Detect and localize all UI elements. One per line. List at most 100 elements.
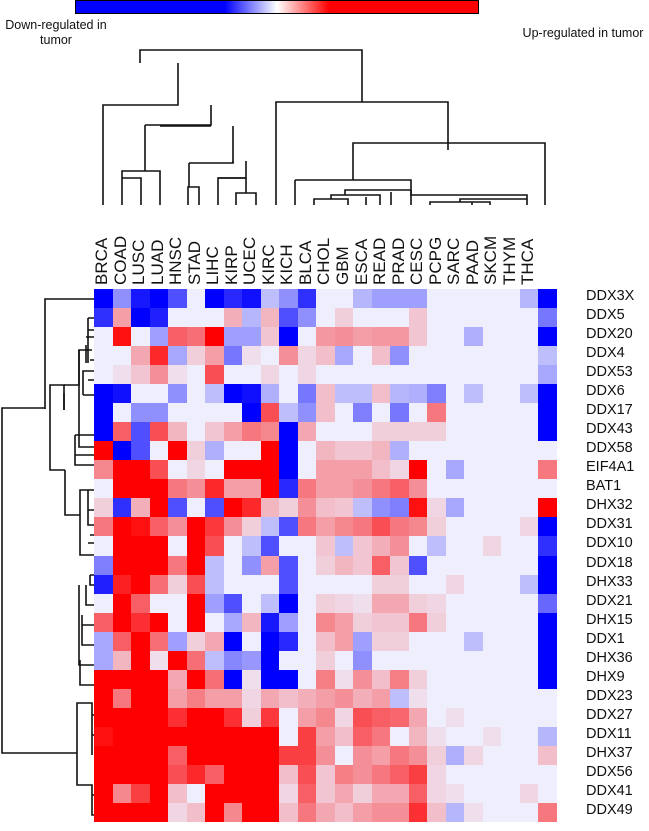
heatmap-cell xyxy=(168,764,187,784)
heatmap-cell xyxy=(353,289,372,309)
heatmap-cell xyxy=(131,802,150,822)
heatmap-cell xyxy=(149,745,169,765)
column-label-text: CESC xyxy=(407,237,427,285)
heatmap-cell xyxy=(390,707,409,727)
heatmap-cell xyxy=(242,669,261,689)
heatmap-cell xyxy=(186,707,206,727)
heatmap-cell xyxy=(242,631,261,651)
heatmap-cell xyxy=(279,384,298,404)
heatmap-cell xyxy=(390,802,409,822)
heatmap-cell xyxy=(94,384,113,404)
heatmap-cell xyxy=(390,498,409,518)
heatmap-cell xyxy=(316,650,335,670)
heatmap-cell xyxy=(464,479,483,499)
heatmap-cell xyxy=(279,555,298,575)
heatmap-cell xyxy=(205,479,224,499)
column-label: GBM xyxy=(333,205,354,285)
heatmap-cell xyxy=(445,422,465,442)
heatmap-cell xyxy=(408,669,428,689)
heatmap-cell xyxy=(316,574,335,594)
heatmap-cell xyxy=(149,517,169,537)
heatmap-cell xyxy=(371,460,391,480)
heatmap-cell xyxy=(482,612,502,632)
heatmap-cell xyxy=(205,593,224,613)
column-label: READ xyxy=(370,205,391,285)
heatmap-cell xyxy=(353,460,372,480)
heatmap-cell xyxy=(131,631,150,651)
heatmap-cell xyxy=(445,650,465,670)
heatmap-cell xyxy=(482,441,502,461)
heatmap-cell xyxy=(316,403,335,423)
heatmap-cell xyxy=(279,745,298,765)
heatmap-cell xyxy=(279,631,298,651)
heatmap-cell xyxy=(297,726,317,746)
heatmap-cell xyxy=(131,308,150,328)
column-label-text: THCA xyxy=(518,238,538,285)
heatmap-cell xyxy=(501,555,520,575)
heatmap-cell xyxy=(297,365,317,385)
heatmap-cell xyxy=(205,536,224,556)
heatmap-cell xyxy=(334,802,354,822)
column-label: CHOL xyxy=(314,205,335,285)
heatmap-cell xyxy=(408,327,428,347)
heatmap-cell xyxy=(501,745,520,765)
heatmap-cell xyxy=(464,517,483,537)
heatmap-cell xyxy=(464,669,483,689)
row-label: EIF4A1 xyxy=(586,459,635,476)
heatmap-cell xyxy=(131,612,150,632)
heatmap-cell xyxy=(501,536,520,556)
heatmap-cell xyxy=(408,517,428,537)
heatmap-cell xyxy=(482,764,502,784)
heatmap-cell xyxy=(205,498,224,518)
heatmap-cell xyxy=(334,631,354,651)
heatmap-cell xyxy=(186,327,206,347)
heatmap-cell xyxy=(316,688,335,708)
column-label: LUSC xyxy=(129,205,150,285)
column-dendrogram xyxy=(102,49,546,205)
heatmap-cell xyxy=(279,441,298,461)
heatmap-cell xyxy=(408,783,428,803)
heatmap-cell xyxy=(408,802,428,822)
heatmap-cell xyxy=(334,764,354,784)
heatmap-cell xyxy=(464,688,483,708)
heatmap-cell xyxy=(168,422,187,442)
heatmap-cell xyxy=(538,707,557,727)
column-label-text: KICH xyxy=(277,244,297,285)
column-label-text: GBM xyxy=(333,246,352,285)
heatmap-cell xyxy=(464,460,483,480)
heatmap-cell xyxy=(297,422,317,442)
heatmap-cell xyxy=(501,688,520,708)
heatmap-cell xyxy=(445,745,465,765)
heatmap-cell xyxy=(260,783,280,803)
heatmap-cell xyxy=(205,555,224,575)
heatmap-cell xyxy=(538,574,557,594)
heatmap-cell xyxy=(260,441,280,461)
row-label: DDX41 xyxy=(586,782,633,799)
heatmap-cell xyxy=(538,650,557,670)
heatmap-cell xyxy=(464,555,483,575)
heatmap-cell xyxy=(131,479,150,499)
heatmap-cell xyxy=(427,327,446,347)
row-label: DDX5 xyxy=(586,307,625,324)
row-label: BAT1 xyxy=(586,478,622,495)
heatmap-cell xyxy=(112,802,132,822)
heatmap-cell xyxy=(297,612,317,632)
heatmap-cell xyxy=(334,612,354,632)
heatmap-cell xyxy=(501,422,520,442)
heatmap-cell xyxy=(501,403,520,423)
heatmap-cell xyxy=(353,802,372,822)
column-label: LIHC xyxy=(203,205,224,285)
heatmap-cell xyxy=(297,764,317,784)
heatmap-cell xyxy=(168,498,187,518)
heatmap-cell xyxy=(334,517,354,537)
heatmap-cell xyxy=(279,783,298,803)
heatmap-cell xyxy=(464,745,483,765)
heatmap-cell xyxy=(242,612,261,632)
heatmap-cell xyxy=(501,327,520,347)
heatmap-cell xyxy=(223,707,243,727)
heatmap-cell xyxy=(519,555,539,575)
heatmap-cell xyxy=(186,441,206,461)
heatmap-cell xyxy=(260,327,280,347)
heatmap-cell xyxy=(464,764,483,784)
row-label: DDX1 xyxy=(586,630,625,647)
